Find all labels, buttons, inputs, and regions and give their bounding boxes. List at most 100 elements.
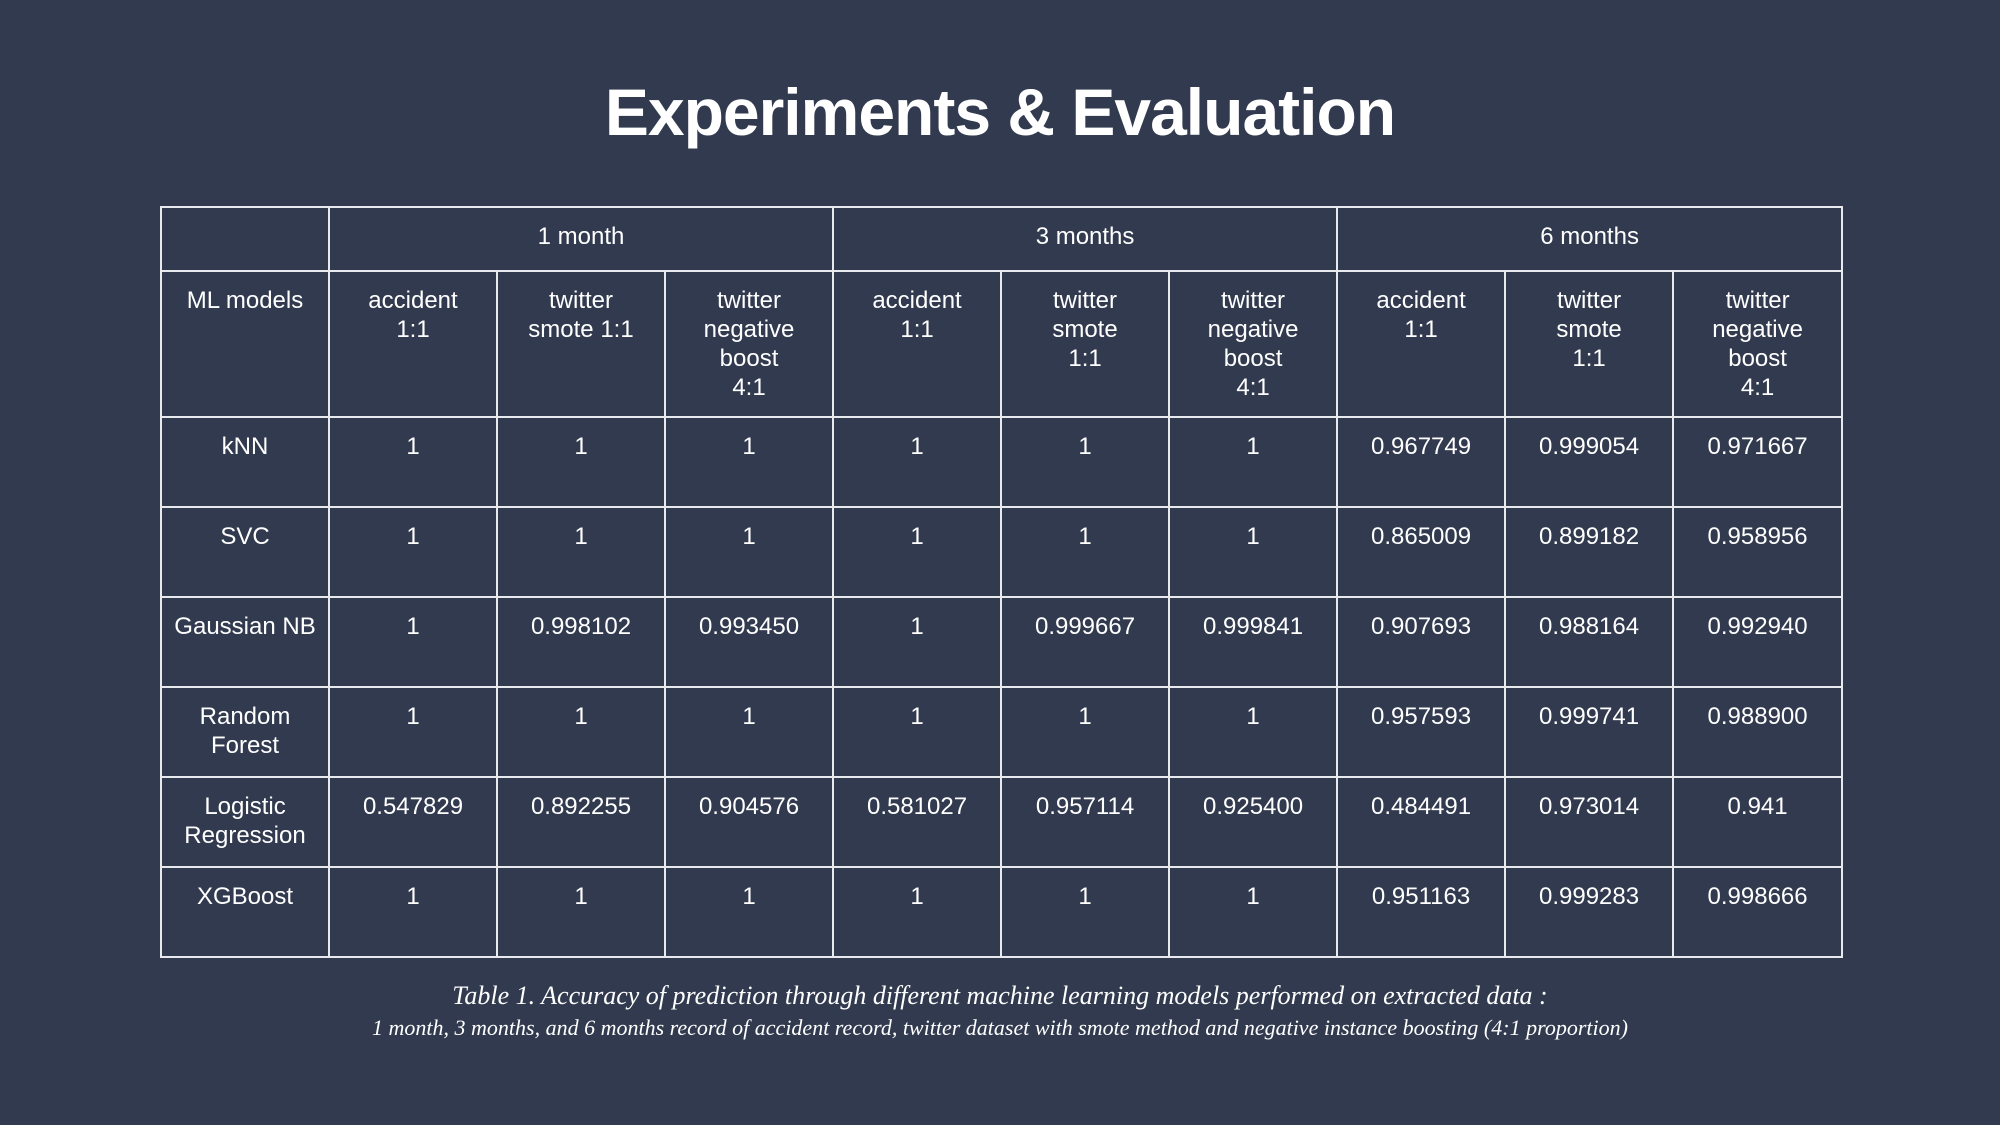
value-cell: 0.957114 [1000,776,1171,868]
model-name-cell: Gaussian NB [160,596,330,688]
value-cell: 1 [1168,686,1339,778]
value-cell: 0.988900 [1672,686,1844,778]
value-cell: 1 [1168,506,1339,598]
value-cell: 0.999841 [1168,596,1339,688]
cell-text-line: smote [1052,316,1118,343]
cell-text-line: twitter [1221,287,1286,314]
group-header-row: 1 month 3 months 6 months [160,206,1844,272]
cell-text-line: negative [703,316,795,343]
column-header: accident 1:1 [832,270,1003,418]
table-row: XGBoost 1 1 1 1 1 1 0.951163 0.999283 0.998666 [160,866,1844,958]
value-cell: 1 [1000,686,1171,778]
value-cell: 1 [1000,506,1171,598]
value-cell: 0.998102 [496,596,666,688]
table-row: Gaussian NB 1 0.998102 0.993450 1 0.999667 0.9… [160,596,1844,688]
value-cell: 1 [832,866,1003,958]
value-cell: 0.907693 [1336,596,1507,688]
value-cell: 1 [1168,416,1339,508]
cell-text-line: Forest [210,732,279,759]
cell-text-line: Gaussian NB [174,613,316,640]
value-cell: 1 [832,596,1003,688]
value-cell: 0.992940 [1672,596,1844,688]
value-cell: 0.971667 [1672,416,1844,508]
cell-text-line: 4:1 [732,374,766,401]
table-row: SVC 1 1 1 1 1 1 0.865009 0.899182 0.958956 [160,506,1844,598]
model-name-cell: XGBoost [160,866,330,958]
value-cell: 1 [832,506,1003,598]
cell-text-line: kNN [221,433,269,460]
value-cell: 0.484491 [1336,776,1507,868]
corner-empty-cell [160,206,330,272]
value-cell: 0.999054 [1504,416,1675,508]
value-cell: 0.925400 [1168,776,1339,868]
cell-text-line: boost [1728,345,1787,372]
slide-title: Experiments & Evaluation [604,75,1396,149]
column-header: accident 1:1 [1336,270,1507,418]
cell-text-line: Random [199,703,291,730]
table-row: kNN 1 1 1 1 1 1 0.967749 0.999054 0.971667 [160,416,1844,508]
cell-text-line: twitter [1557,287,1622,314]
value-cell: 1 [832,416,1003,508]
value-cell: 1 [1000,416,1171,508]
cell-text-line: 1:1 [1572,345,1606,372]
value-cell: 0.581027 [832,776,1003,868]
cell-text-line: boost [1223,345,1283,372]
value-cell: 1 [328,506,498,598]
value-cell: 0.904576 [663,776,835,868]
value-cell: 0.958956 [1672,506,1844,598]
value-cell: 0.899182 [1504,506,1675,598]
value-cell: 1 [496,686,666,778]
cell-text-line: 4:1 [1236,374,1270,401]
cell-text-line: XGBoost [196,883,294,910]
column-header: twitter smote 1:1 [496,270,666,418]
ml-models-header: ML models [160,270,330,418]
value-cell: 0.941 [1672,776,1844,868]
value-cell: 1 [832,686,1003,778]
value-cell: 1 [663,506,835,598]
value-cell: 0.973014 [1504,776,1675,868]
column-header: twitter negative boost 4:1 [1168,270,1339,418]
cell-text-line: accident [368,287,458,314]
cell-text-line: accident [1376,287,1466,314]
cell-text-line: twitter [1725,287,1790,314]
value-cell: 1 [496,866,666,958]
table-row: Logistic Regression 0.547829 0.892255 0.9045… [160,776,1844,868]
table-body: 1 month 3 months 6 months ML models acci… [160,206,1844,958]
cell-text-line: 4:1 [1740,374,1775,401]
value-cell: 0.547829 [328,776,498,868]
cell-text-line: smote 1:1 [528,316,634,343]
group-header-3-months: 3 months [832,206,1339,272]
value-cell: 0.951163 [1336,866,1507,958]
column-header-row: ML models accident 1:1 twitter smote 1:1 twi… [160,270,1844,418]
model-name-cell: Logistic Regression [160,776,330,868]
value-cell: 0.988164 [1504,596,1675,688]
value-cell: 1 [1168,866,1339,958]
cell-text-line: 1:1 [900,316,934,343]
cell-text-line: Logistic [204,793,286,820]
model-name-cell: kNN [160,416,330,508]
value-cell: 1 [663,416,835,508]
cell-text-line: 1:1 [1404,316,1438,343]
column-header: twitter smote 1:1 [1000,270,1171,418]
cell-text-line: 1:1 [396,316,430,343]
model-name-cell: SVC [160,506,330,598]
value-cell: 1 [1000,866,1171,958]
value-cell: 1 [663,866,835,958]
cell-text-line: accident [872,287,962,314]
cell-text-line: twitter [1053,287,1118,314]
column-header: twitter negative boost 4:1 [1672,270,1844,418]
results-table: 1 month 3 months 6 months ML models acci… [160,206,1844,958]
table-row: Random Forest 1 1 1 1 1 1 0.957593 0.999741 0.9889… [160,686,1844,778]
cell-text-line: 1:1 [1068,345,1102,372]
cell-text-line: negative [1712,316,1803,343]
table-caption-line-1: Table 1. Accuracy of prediction through … [452,981,1548,1010]
value-cell: 1 [328,596,498,688]
value-cell: 0.999741 [1504,686,1675,778]
cell-text-line: negative [1207,316,1299,343]
value-cell: 1 [328,416,498,508]
cell-text-line: boost [719,345,779,372]
model-name-cell: Random Forest [160,686,330,778]
value-cell: 1 [663,686,835,778]
group-header-6-months: 6 months [1336,206,1844,272]
cell-text-line: Regression [184,822,306,849]
